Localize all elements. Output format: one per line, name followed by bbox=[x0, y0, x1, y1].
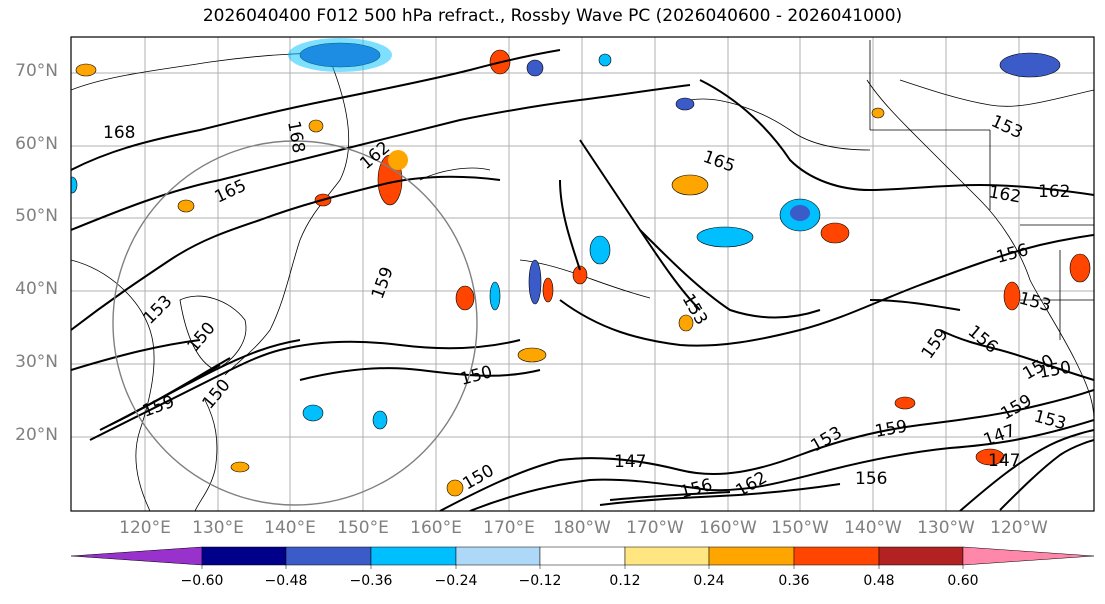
lon-label-170e: 170°E bbox=[483, 518, 535, 538]
lon-label-150w: 150°W bbox=[771, 518, 829, 538]
lon-label-120e: 120°E bbox=[119, 518, 171, 538]
lon-label-160w: 160°W bbox=[699, 518, 757, 538]
colorbar-segment bbox=[878, 546, 964, 566]
lat-label-60n: 60°N bbox=[15, 134, 58, 154]
colorbar-tick-label: 0.24 bbox=[693, 573, 725, 589]
lon-label-120w: 120°W bbox=[990, 518, 1048, 538]
colorbar-segment bbox=[793, 546, 880, 566]
contour-label: 168 bbox=[103, 123, 135, 143]
contour-label: 156 bbox=[994, 240, 1031, 268]
great-circle bbox=[112, 140, 478, 506]
lon-label-160e: 160°E bbox=[410, 518, 462, 538]
lat-label-20n: 20°N bbox=[15, 425, 58, 445]
contour-label: 153 bbox=[1017, 289, 1054, 317]
colorbar-tick-label: 0.60 bbox=[947, 573, 979, 589]
colorbar-tick-label: 0.36 bbox=[778, 573, 810, 589]
contour-label: 153 bbox=[988, 111, 1026, 143]
colorbar-tick-label: 0.48 bbox=[863, 573, 895, 589]
contour-label: 150 bbox=[184, 318, 220, 356]
contour-label: 150 bbox=[458, 362, 495, 390]
lat-label-30n: 30°N bbox=[15, 352, 58, 372]
contour-label: 153 bbox=[1032, 407, 1069, 435]
contour-label: 165 bbox=[700, 147, 737, 177]
contour-label: 153 bbox=[808, 423, 846, 457]
contour-label: 156 bbox=[964, 322, 1002, 358]
contour-label: 147 bbox=[988, 451, 1020, 471]
colorbar-segment bbox=[455, 546, 541, 566]
contour-label: 156 bbox=[855, 469, 887, 489]
contour-label: 168 bbox=[283, 119, 308, 154]
colorbar-segment bbox=[962, 546, 1095, 566]
lon-label-130e: 130°E bbox=[192, 518, 244, 538]
colorbar-segment bbox=[370, 546, 457, 566]
contour-label: 147 bbox=[981, 421, 1018, 451]
colorbar-tick-label: −0.60 bbox=[180, 573, 224, 589]
contour-label: 159 bbox=[873, 417, 908, 442]
colorbar-segment bbox=[708, 546, 795, 566]
colorbar bbox=[70, 546, 1095, 569]
colorbar-tick-label: −0.12 bbox=[518, 573, 562, 589]
lat-label-70n: 70°N bbox=[15, 61, 58, 81]
lat-label-50n: 50°N bbox=[15, 206, 58, 226]
contour-label: 162 bbox=[1038, 182, 1070, 202]
anomaly-fills bbox=[71, 38, 1091, 497]
contour-label: 156 bbox=[678, 475, 715, 503]
contour-label: 159 bbox=[918, 325, 953, 363]
lon-label-140e: 140°E bbox=[264, 518, 316, 538]
contours bbox=[71, 49, 1094, 511]
contour-label: 150 bbox=[199, 375, 235, 413]
contour-label: 162 bbox=[987, 182, 1022, 207]
colorbar-tick-label: 0.12 bbox=[609, 573, 641, 589]
colorbar-segment bbox=[539, 546, 626, 566]
lon-label-140w: 140°W bbox=[844, 518, 902, 538]
colorbar-tick-label: −0.36 bbox=[349, 573, 393, 589]
contour-label-group: 168 168 165 162 165 162 162 159 153 156 … bbox=[103, 111, 1073, 502]
contour-label: 147 bbox=[614, 452, 646, 472]
contour-label: 159 bbox=[368, 264, 398, 301]
colorbar-tick-label: −0.24 bbox=[434, 573, 478, 589]
map-area: 168 168 165 162 165 162 162 159 153 156 … bbox=[71, 37, 1094, 511]
gridlines bbox=[71, 37, 1094, 511]
map-frame bbox=[70, 36, 1095, 512]
map-title: 2026040400 F012 500 hPa refract., Rossby… bbox=[202, 6, 903, 26]
colorbar-segment bbox=[624, 546, 710, 566]
colorbar-tick-label: −0.48 bbox=[264, 573, 308, 589]
colorbar-segment bbox=[201, 546, 287, 566]
lon-label-170w: 170°W bbox=[626, 518, 684, 538]
lon-label-150e: 150°E bbox=[337, 518, 389, 538]
lon-label-130w: 130°W bbox=[917, 518, 975, 538]
lat-label-40n: 40°N bbox=[15, 279, 58, 299]
contour-label: 150 bbox=[1037, 358, 1072, 383]
colorbar-segment bbox=[70, 546, 203, 566]
contour-label: 150 bbox=[460, 461, 498, 495]
colorbar-segment bbox=[285, 546, 372, 566]
lon-label-180w: 180°W bbox=[553, 518, 611, 538]
contour-label: 159 bbox=[998, 391, 1036, 425]
